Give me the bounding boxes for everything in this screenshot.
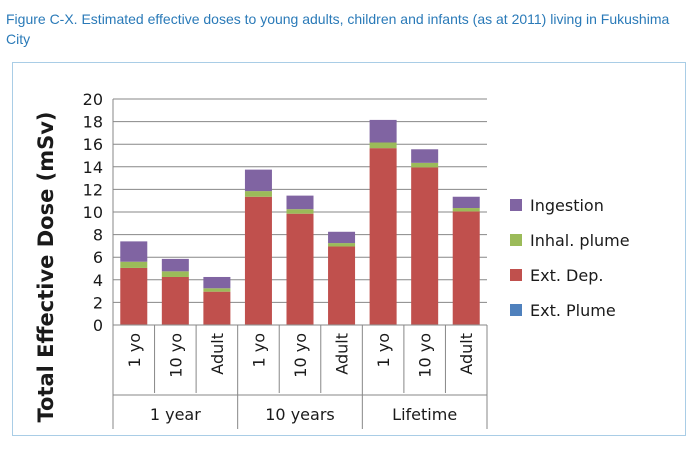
y-axis-label: Total Effective Dose (mSv) [34, 111, 58, 422]
bar-segment [244, 196, 272, 325]
legend-swatch [510, 234, 522, 246]
bar-segment [369, 119, 397, 143]
bar-segment [244, 191, 272, 197]
bar-segment [203, 276, 231, 289]
x-category-label: 1 yo [374, 333, 393, 368]
bar-segment [120, 267, 148, 325]
bar-segment [244, 169, 272, 192]
bar-segment [411, 167, 439, 325]
chart-frame: 0 2 4 6 8 10 12 14 16 18 20 1 yo 10 yo Adult 1 yo 10 yo… [12, 62, 686, 436]
x-category-label: 10 yo [291, 333, 310, 378]
x-category-label: 1 yo [249, 333, 268, 368]
legend-label: Inhal. plume [530, 231, 630, 250]
bar-segment [411, 149, 439, 163]
y-tick-label: 2 [93, 293, 103, 312]
bar-segment [161, 271, 189, 277]
bar-segment [203, 288, 231, 292]
legend-swatch [510, 269, 522, 281]
bar-segment [452, 196, 480, 209]
legend-swatch [510, 199, 522, 211]
legend-label: Ext. Dep. [530, 266, 603, 285]
bar-segment [120, 241, 148, 262]
y-tick-label: 20 [83, 90, 103, 109]
x-category-label: Adult [208, 333, 227, 375]
y-tick-label: 4 [93, 271, 103, 290]
bar-segment [161, 258, 189, 272]
legend-swatch [510, 304, 522, 316]
y-tick-label: 0 [93, 316, 103, 335]
legend: Ingestion Inhal. plume Ext. Dep. Ext. Plume [510, 196, 630, 320]
x-group-label: 1 year [150, 405, 201, 424]
bars [120, 119, 480, 325]
bar-segment [369, 142, 397, 149]
legend-label: Ingestion [530, 196, 604, 215]
bar-segment [452, 208, 480, 212]
stacked-bar-chart: 0 2 4 6 8 10 12 14 16 18 20 1 yo 10 yo Adult 1 yo 10 yo… [34, 90, 630, 429]
bar-segment [328, 243, 356, 247]
bar-segment [286, 195, 314, 210]
x-category-label: 1 yo [125, 333, 144, 368]
y-tick-label: 16 [83, 135, 103, 154]
bar-segment [452, 211, 480, 325]
bar-segment [286, 209, 314, 214]
bar-segment [286, 213, 314, 325]
bar-segment [328, 246, 356, 325]
bar-segment [369, 148, 397, 325]
y-tick-label: 6 [93, 248, 103, 267]
x-group-label: 10 years [265, 405, 334, 424]
x-category-label: 10 yo [416, 333, 435, 378]
x-group-label: Lifetime [392, 405, 457, 424]
bar-segment [161, 276, 189, 325]
y-tick-label: 14 [83, 158, 103, 177]
figure-caption: Figure C-X. Estimated effective doses to… [6, 11, 670, 47]
y-tick-label: 12 [83, 180, 103, 199]
axes: 0 2 4 6 8 10 12 14 16 18 20 1 yo 10 yo Adult 1 yo 10 yo… [83, 90, 488, 429]
legend-label: Ext. Plume [530, 301, 616, 320]
bar-segment [328, 231, 356, 244]
y-tick-label: 10 [83, 203, 103, 222]
bar-segment [411, 162, 439, 168]
x-category-label: 10 yo [166, 333, 185, 378]
y-tick-label: 8 [93, 226, 103, 245]
y-tick-label: 18 [83, 113, 103, 132]
bar-segment [120, 261, 148, 268]
x-category-label: Adult [457, 333, 476, 375]
bar-segment [203, 291, 231, 325]
x-category-label: Adult [333, 333, 352, 375]
